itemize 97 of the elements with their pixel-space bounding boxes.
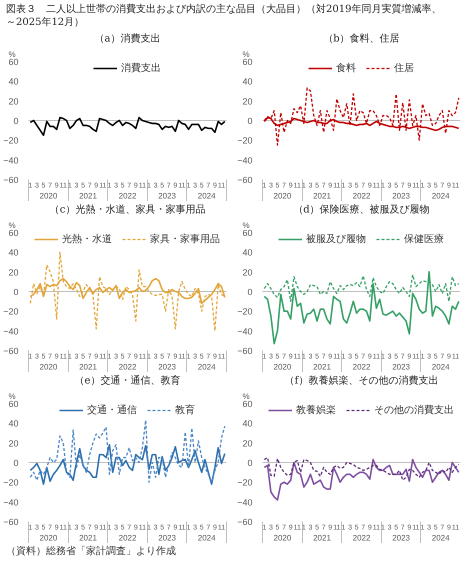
y-tick-label: −20 <box>237 478 253 488</box>
chart-subtitle: （d）保険医療、被服及び履物 <box>293 204 430 216</box>
legend-label: 光熱・水道 <box>62 232 112 246</box>
legend-label: その他の消費支出 <box>374 404 454 417</box>
y-tick-label: 40 <box>242 418 253 429</box>
y-tick-label: 60 <box>242 228 253 238</box>
x2-tick-label: 2022 <box>352 362 371 372</box>
x2-tick-label: 2023 <box>158 362 177 372</box>
y-tick-label: −40 <box>237 155 253 166</box>
y-tick-label: −60 <box>237 346 253 356</box>
y-tick-label: 0 <box>247 116 253 126</box>
y-axis-title: % <box>8 221 16 230</box>
y-tick-label: −40 <box>3 155 19 166</box>
x2-tick-label: 2023 <box>392 192 411 200</box>
chart-subtitle: （f）教養娯楽、その他の消費支出 <box>284 374 438 386</box>
y-tick-label: −20 <box>3 306 19 317</box>
x2-tick-label: 2021 <box>313 534 332 542</box>
y-tick-label: −60 <box>237 517 253 527</box>
y-axis-title: % <box>8 50 16 59</box>
chart-subtitle: （c）光熱・水道、家具・家事用品 <box>50 204 206 216</box>
y-tick-label: 0 <box>247 287 253 297</box>
y-tick-label: 0 <box>13 458 19 468</box>
y-tick-label: 20 <box>242 267 253 278</box>
y-tick-label: −40 <box>237 326 253 336</box>
legend-label: 被服及び履物 <box>306 232 366 246</box>
chart-subtitle: （b）食料、住居 <box>323 32 400 44</box>
y-tick-label: 40 <box>8 76 19 87</box>
y-axis-title: % <box>242 221 250 230</box>
x2-tick-label: 2023 <box>158 192 177 200</box>
x2-tick-label: 2021 <box>79 192 98 200</box>
y-tick-label: 20 <box>8 438 19 448</box>
legend-label: 家具・家事用品 <box>150 232 220 246</box>
x2-tick-label: 2023 <box>392 362 411 372</box>
y-tick-label: 60 <box>242 399 253 409</box>
chart-subtitle: （a）消費支出 <box>94 32 160 44</box>
x2-tick-label: 2020 <box>40 534 58 542</box>
text: （資料）総務省「家計調査」より作成 <box>6 545 176 559</box>
legend-label: 住居 <box>394 62 414 75</box>
x2-tick-label: 2021 <box>313 192 332 200</box>
y-tick-label: 60 <box>8 399 19 409</box>
x2-tick-label: 2023 <box>158 534 177 542</box>
y-axis-title: % <box>242 392 250 401</box>
x2-tick-label: 2021 <box>79 534 98 542</box>
y-tick-label: −40 <box>3 326 19 336</box>
y-tick-label: 0 <box>247 458 253 468</box>
y-tick-label: 0 <box>13 287 19 297</box>
y-tick-label: −60 <box>237 175 253 185</box>
y-tick-label: −20 <box>3 136 19 146</box>
x2-tick-label: 2022 <box>118 362 137 372</box>
x2-tick-label: 2024 <box>432 534 450 542</box>
legend-label: 保健医療 <box>404 232 444 246</box>
y-tick-label: 60 <box>8 228 19 238</box>
x2-tick-label: 2022 <box>352 192 371 200</box>
y-tick-label: 20 <box>8 96 19 106</box>
y-tick-label: −60 <box>3 175 19 185</box>
x2-tick-label: 2022 <box>118 192 137 200</box>
y-tick-label: 40 <box>8 418 19 429</box>
x2-tick-label: 2022 <box>352 534 371 542</box>
chart-subtitle: （e）交通・通信、教育 <box>74 374 180 386</box>
y-axis-title: % <box>242 50 250 59</box>
legend-label: 交通・通信 <box>87 404 137 417</box>
chart-title: 図表３ 二人以上世帯の消費支出および内訳の主な品目（大品目）（対2019年同月実質増減率、～2025年12月） <box>6 3 442 29</box>
x2-tick-label: 2024 <box>432 192 450 200</box>
y-tick-label: 20 <box>8 267 19 278</box>
y-tick-label: 20 <box>242 96 253 106</box>
x2-tick-label: 2020 <box>40 192 58 200</box>
y-tick-label: −20 <box>237 136 253 146</box>
y-axis-title: % <box>8 392 16 401</box>
x2-tick-label: 2024 <box>198 192 216 200</box>
y-tick-label: −20 <box>237 306 253 317</box>
x2-tick-label: 2024 <box>198 362 216 372</box>
y-tick-label: −40 <box>3 497 19 508</box>
legend-label: 教育 <box>175 404 195 417</box>
x2-tick-label: 2022 <box>118 534 137 542</box>
x2-tick-label: 2020 <box>274 362 292 372</box>
y-tick-label: 60 <box>242 57 253 67</box>
y-tick-label: 40 <box>242 76 253 87</box>
x2-tick-label: 2024 <box>198 534 216 542</box>
y-tick-label: 40 <box>242 248 253 258</box>
x2-tick-label: 2020 <box>274 192 292 200</box>
legend-label: 教養娯楽 <box>296 404 336 417</box>
x2-tick-label: 2023 <box>392 534 411 542</box>
x2-tick-label: 2021 <box>79 362 98 372</box>
x2-tick-label: 2020 <box>274 534 292 542</box>
y-tick-label: −60 <box>3 517 19 527</box>
legend-label: 消費支出 <box>121 62 161 75</box>
x2-tick-label: 2020 <box>40 362 58 372</box>
y-tick-label: −40 <box>237 497 253 508</box>
x2-tick-label: 2021 <box>313 362 332 372</box>
y-tick-label: 40 <box>8 248 19 258</box>
y-tick-label: 0 <box>13 116 19 126</box>
y-tick-label: 20 <box>242 438 253 448</box>
y-tick-label: 60 <box>8 57 19 67</box>
legend-label: 食料 <box>336 62 356 75</box>
y-tick-label: −20 <box>3 478 19 488</box>
y-tick-label: −60 <box>3 346 19 356</box>
x2-tick-label: 2024 <box>432 362 450 372</box>
